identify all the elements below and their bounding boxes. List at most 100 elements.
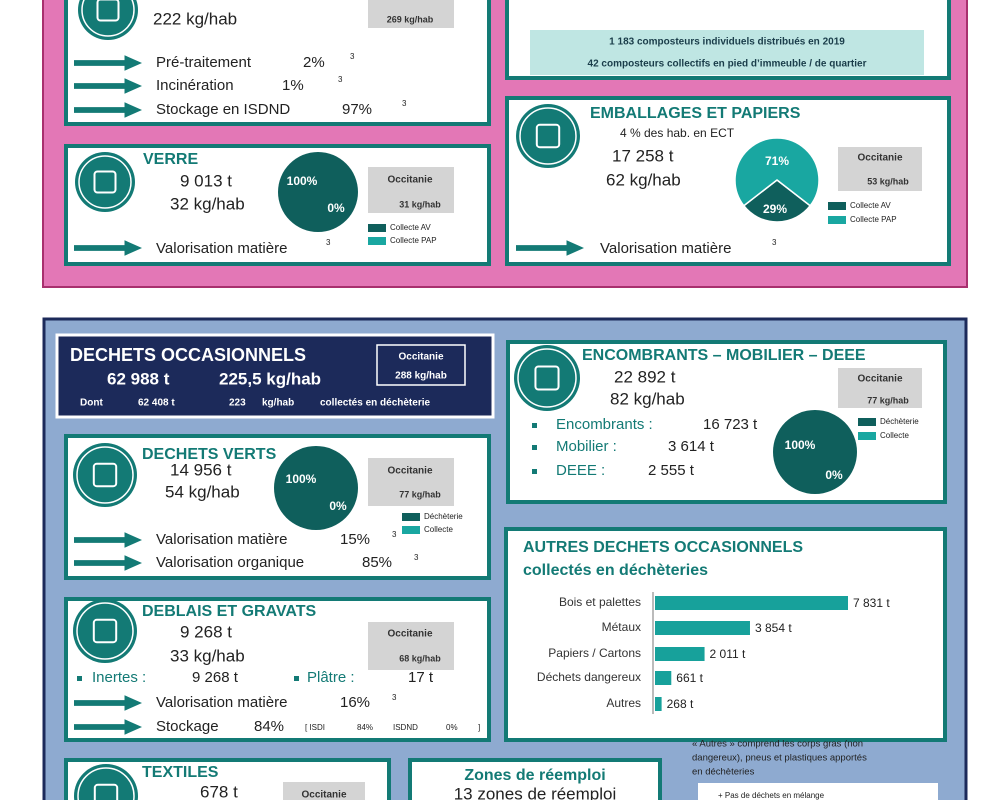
occ-text: Occitanie	[387, 629, 432, 640]
legend-label: Collecte AV	[850, 201, 891, 210]
pie-slice	[278, 152, 358, 232]
num-text: 14 956 t	[170, 460, 232, 479]
note-text: 3	[402, 99, 407, 108]
bar-value-label: 7 831 t	[853, 596, 890, 610]
icon-ring	[77, 767, 135, 800]
occitanie-box	[368, 458, 454, 506]
sm-text: 68 kg/hab	[399, 653, 441, 663]
note-text: 3	[772, 238, 777, 247]
num-text: 33 kg/hab	[170, 646, 245, 665]
detail-text: ISDND	[393, 723, 418, 732]
ttl-text: ENCOMBRANTS – MOBILIER – DEEE	[582, 347, 866, 364]
lbl-text: 2 555 t	[648, 462, 695, 479]
ttl-text: DEBLAIS ET GRAVATS	[142, 603, 317, 620]
lbl-text: Pré-traitement	[156, 54, 252, 71]
legend-label: Collecte PAP	[850, 215, 897, 224]
bar	[655, 621, 750, 635]
icon-glyph	[92, 462, 118, 488]
pie-slice	[742, 179, 812, 223]
occitanie-box	[368, 622, 454, 670]
lbl-text: Incinération	[156, 77, 234, 94]
note-text: 3	[392, 530, 397, 539]
bullet	[532, 469, 537, 474]
footnote-line: « Autres » comprend les corps gras (non	[692, 739, 863, 750]
bar-value-label: 2 011 t	[710, 647, 746, 661]
icon-circle	[516, 104, 580, 168]
icon-circle	[514, 345, 580, 411]
wsm-text: Occitanie	[398, 352, 443, 363]
ttl-text: collectés en déchèteries	[523, 562, 708, 579]
bar	[655, 697, 662, 711]
panel	[408, 758, 662, 800]
wsm-text: Dont	[80, 398, 103, 409]
wt-text: 225,5 kg/hab	[219, 369, 321, 388]
bv-text: 4 % des hab. en ECT	[620, 126, 735, 140]
legend-swatch	[828, 216, 846, 224]
icon-ring	[81, 0, 135, 37]
legend-swatch	[858, 432, 876, 440]
wbig-text: DECHETS OCCASIONNELS	[70, 345, 306, 365]
note-text: 3	[326, 238, 331, 247]
occasionnels-panel	[55, 333, 495, 419]
sm-text: 77 kg/hab	[399, 489, 441, 499]
icon-ring	[76, 446, 134, 504]
legend-label: Collecte	[880, 431, 909, 440]
sm-text: 269 kg/hab	[387, 14, 434, 24]
legend-label: Collecte PAP	[390, 236, 437, 245]
tlb-text: Mobilier :	[556, 438, 617, 455]
num-text: 32 kg/hab	[170, 194, 245, 213]
num-text: 678 t	[200, 782, 238, 800]
num-text: 22 892 t	[614, 367, 676, 386]
num-text: 62 kg/hab	[606, 170, 681, 189]
pie-label: 0%	[327, 201, 345, 215]
sm-text: 53 kg/hab	[867, 176, 909, 186]
lbl-text: Valorisation matière	[600, 240, 731, 257]
lbl-text: 16 723 t	[703, 416, 758, 433]
legend-swatch	[402, 513, 420, 521]
cb-text: 42 composteurs collectifs en pied d’imme…	[588, 59, 867, 70]
legend-swatch	[402, 526, 420, 534]
num-text: 13 zones de réemploi	[454, 784, 617, 800]
occitanie-box	[376, 344, 466, 386]
icon-ring	[76, 602, 134, 660]
lbl-text: Valorisation matière	[156, 694, 287, 711]
bar-category: Déchets dangereux	[537, 670, 641, 684]
pie-slice	[274, 446, 358, 530]
wsm-text: 62 408 t	[138, 398, 175, 409]
bullet	[532, 445, 537, 450]
compost-box	[530, 30, 924, 75]
bar-value-label: 3 854 t	[755, 621, 792, 635]
bullet	[294, 676, 299, 681]
detail-text: 0%	[446, 723, 458, 732]
legend-label: Collecte AV	[390, 223, 431, 232]
pie-label: 100%	[286, 472, 317, 486]
lbl-text: Stockage en ISDND	[156, 101, 290, 118]
pie-label: 29%	[763, 202, 787, 216]
icon-circle	[73, 599, 137, 663]
tlb-text: Inertes :	[92, 669, 146, 686]
num-text: 82 kg/hab	[610, 389, 685, 408]
ttl-text: AUTRES DECHETS OCCASIONNELS	[523, 539, 803, 556]
lbl-text: 97%	[342, 101, 372, 118]
pie-label: 100%	[287, 174, 318, 188]
pie-slice	[734, 137, 820, 207]
wsm-text: 223	[229, 398, 246, 409]
icon-glyph	[96, 0, 120, 22]
num-text: 17 258 t	[612, 146, 674, 165]
lbl-text: 17 t	[408, 669, 434, 686]
detail-text: [ ISDI	[305, 723, 325, 732]
lbl-text: 85%	[362, 554, 392, 571]
bar-value-label: 661 t	[676, 671, 703, 685]
ttl-text: DECHETS VERTS	[142, 446, 277, 463]
lbl-text: 2%	[303, 54, 325, 71]
lbl-text: Stockage	[156, 718, 219, 735]
ttl-text: EMBALLAGES ET PAPIERS	[590, 105, 801, 122]
tlb-text: DEEE :	[556, 462, 605, 479]
wsm-text: collectés en déchèterie	[320, 398, 430, 409]
icon-ring	[519, 107, 577, 165]
footnote-line: dangereux), pneus et plastiques apportés	[692, 753, 867, 764]
icon-glyph	[93, 783, 119, 800]
icon-circle	[75, 152, 135, 212]
icon-ring	[517, 348, 577, 408]
tlb-text: Plâtre :	[307, 669, 355, 686]
